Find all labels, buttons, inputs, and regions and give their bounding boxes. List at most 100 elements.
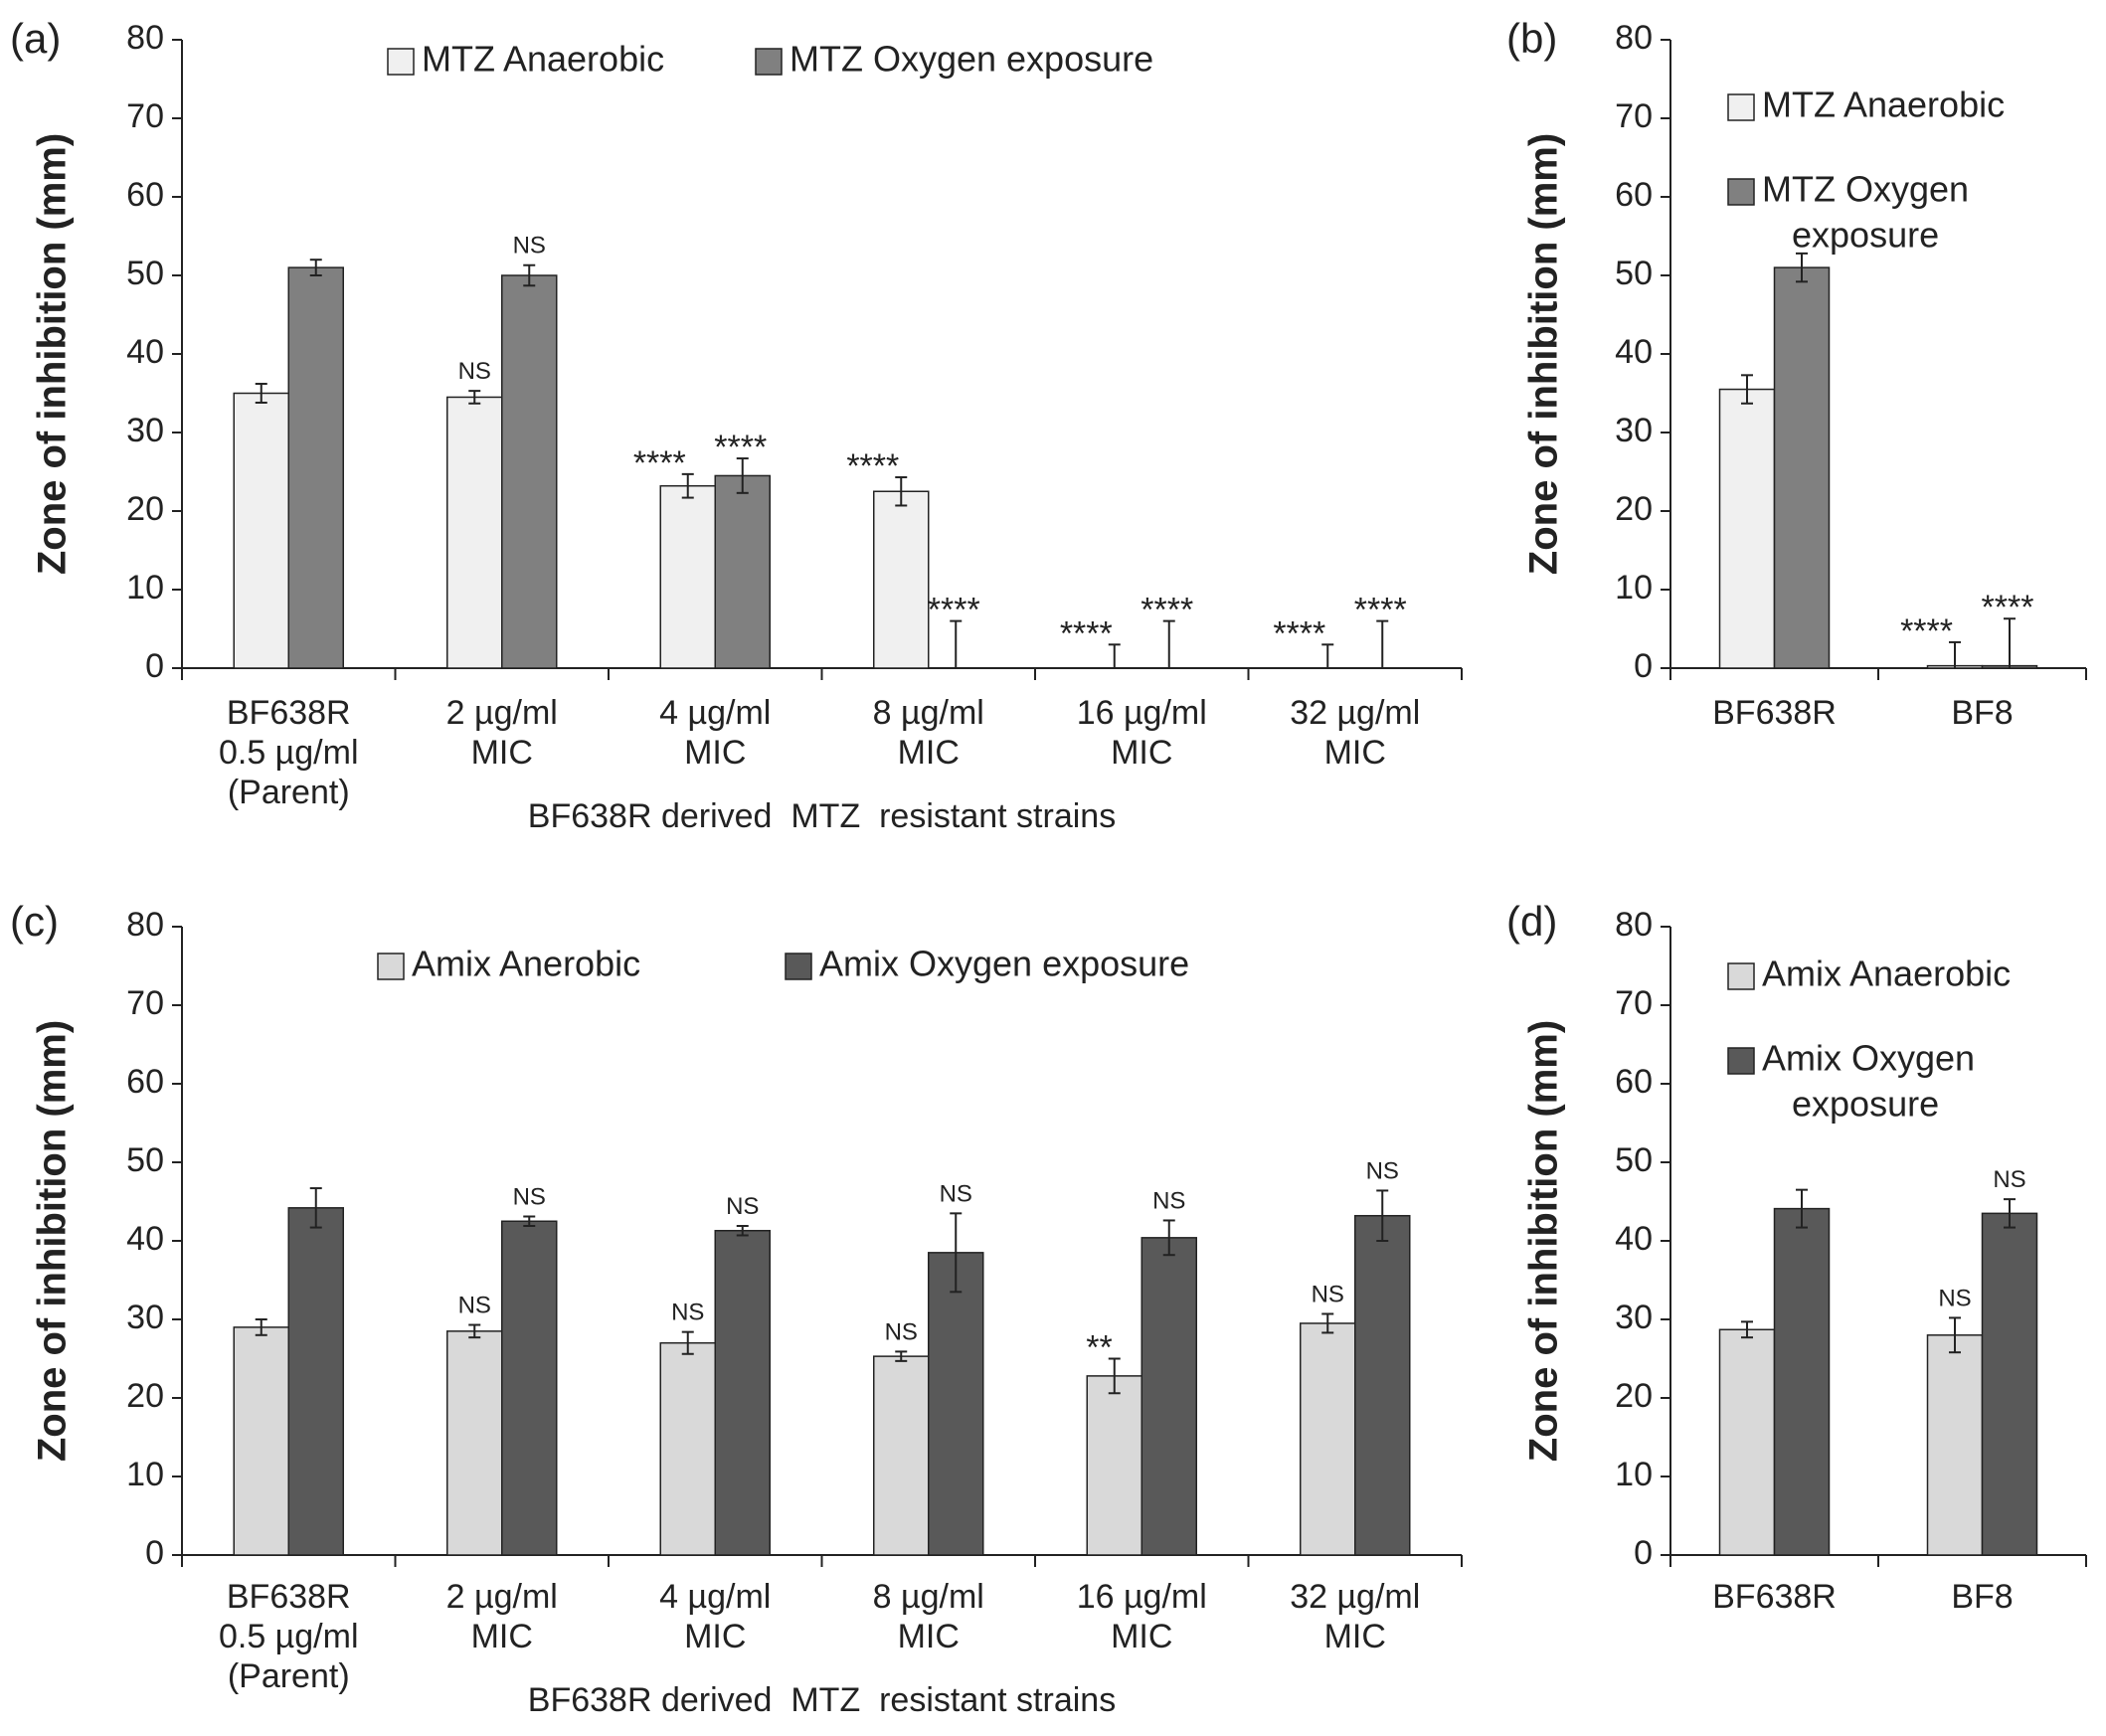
bar xyxy=(1773,266,1831,669)
x-tick-label: 4 µg/ml xyxy=(659,694,771,732)
bar xyxy=(446,396,503,669)
x-tick-label: BF638R xyxy=(227,694,351,732)
y-tick-label: 20 xyxy=(126,1377,164,1415)
significance-label: NS xyxy=(513,1184,546,1211)
y-tick-label: 70 xyxy=(1615,984,1653,1022)
panel-letter: (a) xyxy=(10,15,61,62)
x-axis-title: BF638R derived MTZ resistant strains xyxy=(528,1681,1116,1719)
y-axis-title: Zone of inhibition (mm) xyxy=(1522,1020,1566,1462)
legend-swatch xyxy=(785,953,812,980)
significance-label: **** xyxy=(1982,589,2034,626)
bar xyxy=(1926,1334,1984,1556)
bar xyxy=(233,392,289,669)
x-tick-label: MIC xyxy=(898,1618,960,1655)
x-axis-title: BF638R derived MTZ resistant strains xyxy=(528,797,1116,835)
y-tick-label: 80 xyxy=(1615,906,1653,944)
significance-label: NS xyxy=(726,1193,759,1220)
significance-label: NS xyxy=(1993,1166,2025,1193)
significance-label: NS xyxy=(940,1180,972,1207)
x-tick-label: MIC xyxy=(1111,734,1172,772)
y-tick-label: 50 xyxy=(126,1141,164,1179)
y-axis-title: Zone of inhibition (mm) xyxy=(31,133,75,575)
bar xyxy=(1300,1322,1356,1556)
y-tick-label: 10 xyxy=(126,569,164,607)
y-tick-label: 10 xyxy=(1615,1456,1653,1493)
chart-panel-1: (a) 0 10 20 30 40 50 60 70 80 Zone of inhibition (… xyxy=(10,15,1463,835)
bar xyxy=(714,1229,771,1556)
x-tick-label: (Parent) xyxy=(228,774,350,811)
x-tick-label: MIC xyxy=(1111,1618,1172,1655)
significance-label: **** xyxy=(1900,612,1953,650)
legend-swatch xyxy=(1727,93,1755,121)
panel-letter: (c) xyxy=(10,898,59,945)
significance-label: NS xyxy=(1312,1281,1344,1307)
bar xyxy=(1141,1237,1197,1556)
significance-label: **** xyxy=(714,429,767,466)
y-tick-label: 40 xyxy=(1615,1220,1653,1258)
legend-label: Amix Anaerobic xyxy=(1762,954,2011,994)
y-tick-label: 0 xyxy=(145,1534,164,1572)
legend-label: MTZ Oxygen xyxy=(1762,169,1969,210)
x-tick-label: BF8 xyxy=(1951,694,2013,732)
y-tick-label: 30 xyxy=(126,1299,164,1336)
x-tick-label: BF638R xyxy=(1712,1578,1837,1616)
y-tick-label: 20 xyxy=(126,490,164,528)
y-tick-label: 60 xyxy=(1615,176,1653,214)
x-tick-label: 4 µg/ml xyxy=(659,1578,771,1616)
chart-panel-2: (b) 0 10 20 30 40 50 60 70 80 Zone of inhibition (… xyxy=(1506,15,2087,732)
y-tick-label: 10 xyxy=(1615,569,1653,607)
y-tick-label: 0 xyxy=(1634,647,1653,685)
y-tick-label: 50 xyxy=(1615,255,1653,292)
significance-label: NS xyxy=(1366,1157,1399,1184)
y-tick-label: 50 xyxy=(1615,1141,1653,1179)
y-tick-label: 30 xyxy=(1615,412,1653,449)
significance-label: NS xyxy=(513,233,546,260)
x-tick-label: BF638R xyxy=(227,1578,351,1616)
x-tick-label: MIC xyxy=(684,1618,746,1655)
y-tick-label: 20 xyxy=(1615,490,1653,528)
y-axis-title: Zone of inhibition (mm) xyxy=(1522,133,1566,575)
x-tick-label: MIC xyxy=(1324,734,1386,772)
bar xyxy=(1086,1375,1142,1556)
legend-label-cont: exposure xyxy=(1792,1084,1939,1125)
bar xyxy=(659,1341,716,1556)
significance-label: NS xyxy=(458,1293,491,1319)
legend-label: Amix Oxygen xyxy=(1762,1038,1975,1079)
y-tick-label: 70 xyxy=(1615,97,1653,135)
bar xyxy=(873,490,930,669)
bar xyxy=(501,1220,558,1556)
x-tick-label: 2 µg/ml xyxy=(446,1578,558,1616)
significance-label: ** xyxy=(1086,1329,1112,1367)
legend-label: MTZ Oxygen exposure xyxy=(790,39,1153,80)
x-tick-label: BF638R xyxy=(1712,694,1837,732)
significance-label: **** xyxy=(1273,614,1325,652)
y-tick-label: 30 xyxy=(1615,1299,1653,1336)
bar xyxy=(501,274,558,669)
y-tick-label: 60 xyxy=(126,176,164,214)
legend-swatch xyxy=(755,48,783,76)
y-tick-label: 10 xyxy=(126,1456,164,1493)
y-tick-label: 20 xyxy=(1615,1377,1653,1415)
significance-label: **** xyxy=(928,592,980,629)
significance-label: **** xyxy=(1141,592,1193,629)
bar xyxy=(1981,1212,2038,1556)
y-tick-label: 80 xyxy=(126,906,164,944)
bar xyxy=(1718,388,1776,669)
legend-label: Amix Oxygen exposure xyxy=(819,944,1189,984)
bar xyxy=(446,1330,503,1556)
bar xyxy=(714,474,771,669)
x-tick-label: MIC xyxy=(471,1618,533,1655)
bar xyxy=(1354,1214,1411,1556)
chart-panel-4: (d) 0 10 20 30 40 50 60 70 80 Zone of inhibition (… xyxy=(1506,898,2087,1616)
x-tick-label: 8 µg/ml xyxy=(873,694,984,732)
y-axis-title: Zone of inhibition (mm) xyxy=(31,1020,75,1462)
significance-label: **** xyxy=(633,444,686,482)
y-tick-label: 60 xyxy=(1615,1063,1653,1101)
bar xyxy=(1718,1328,1776,1556)
x-tick-label: 16 µg/ml xyxy=(1077,694,1207,732)
y-tick-label: 70 xyxy=(126,97,164,135)
x-tick-label: MIC xyxy=(898,734,960,772)
significance-label: **** xyxy=(846,447,899,485)
y-tick-label: 40 xyxy=(126,1220,164,1258)
